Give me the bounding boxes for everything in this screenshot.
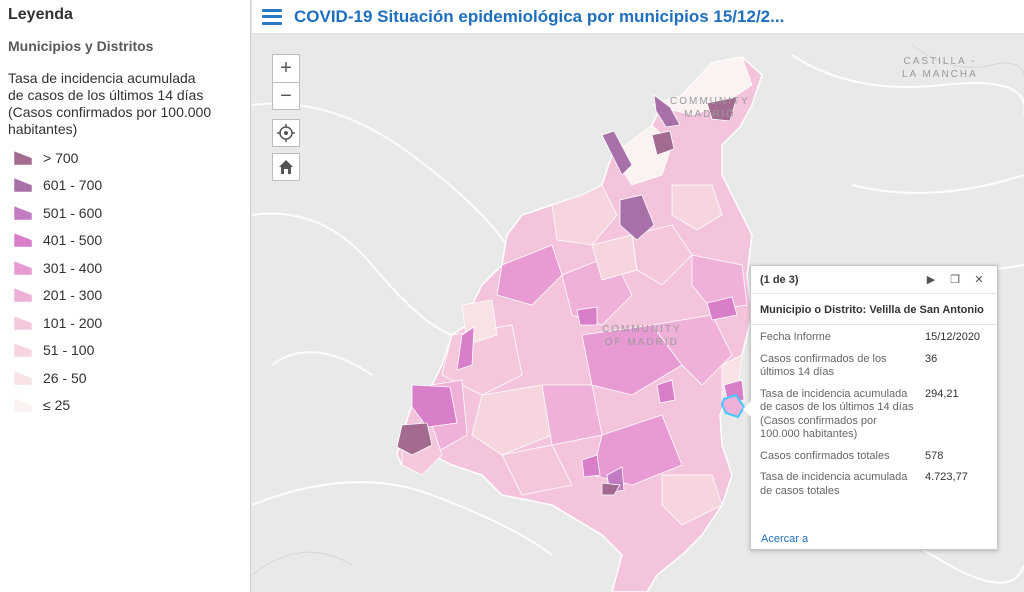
legend-item: 51 - 100 [8,337,242,365]
legend-swatch-icon [13,370,33,385]
popup-row-value: 36 [925,352,938,365]
legend-swatch-icon [13,177,33,193]
popup-row-key: Tasa de incidencia acumulada de casos to… [760,471,908,497]
legend-item: 401 - 500 [8,227,242,255]
legend-item-label: 401 - 500 [43,232,103,249]
legend-title: Leyenda [8,6,73,23]
legend-panel: Leyenda Municipios y Distritos Tasa de i… [0,0,251,592]
legend-item-label: 51 - 100 [43,342,95,359]
legend-swatch-icon [13,205,33,220]
popup-row: Tasa de incidencia acumulada de casos de… [760,388,990,450]
app-header: COVID-19 Situación epidemiológica por mu… [252,0,1024,34]
zoom-to-link[interactable]: Acercar a [761,533,809,545]
popup-row-key: Casos confirmados totales [760,449,890,462]
legend-swatch-icon [13,232,33,248]
popup-row-value: 4.723,77 [925,471,968,483]
zoom-out-button[interactable]: − [272,82,300,110]
home-button[interactable] [272,153,300,181]
popup-row-key: Casos confirmados de los últimos 14 días [760,352,887,379]
close-icon[interactable]: ✕ [974,274,984,286]
legend-item: 101 - 200 [8,309,242,337]
legend-item-label: 601 - 700 [43,177,103,194]
locate-button[interactable] [272,119,300,147]
dock-icon[interactable]: ❐ [950,274,960,286]
popup-counter: (1 de 3) [760,273,799,286]
popup-row: Fecha Informe 15/12/2020 [760,331,990,353]
popup-row-key: Tasa de incidencia acumulada de casos de… [760,387,914,441]
locate-icon [277,124,295,142]
legend-item: 26 - 50 [8,364,242,392]
legend-item-label: 26 - 50 [43,369,87,386]
popup-row-key: Fecha Informe [760,331,831,343]
legend-swatch-icon [13,260,33,275]
legend-item: ≤ 25 [8,392,242,420]
legend-item: > 700 [8,144,242,172]
legend-item-label: 301 - 400 [43,259,103,276]
label-castilla: CASTILLA - LA MANCHA [902,56,978,80]
legend-item: 501 - 600 [8,199,242,227]
legend-field-label: Tasa de incidencia acumulada de casos de… [8,70,212,137]
popup-heading: Municipio o Distrito: Velilla de San Ant… [751,294,997,325]
legend-swatch-icon [13,287,33,303]
popup-row-value: 578 [925,449,944,462]
legend-swatch-icon [13,150,33,165]
legend-item-label: 501 - 600 [43,204,103,221]
legend-item-label: > 700 [43,149,79,166]
popup-row: Casos confirmados totales 578 [760,450,990,472]
legend-item: 601 - 700 [8,172,242,200]
feature-popup: (1 de 3) ▶ ❐ ✕ Municipio o Distrito: Vel… [743,265,998,550]
legend-classes: > 700 601 - 700 501 - 600 401 - 500 301 - 40… [8,144,242,419]
next-icon[interactable]: ▶ [926,274,936,286]
legend-item-label: 201 - 300 [43,287,103,304]
legend-item: 301 - 400 [8,254,242,282]
legend-item: 201 - 300 [8,282,242,310]
map-view[interactable]: CASTILLA - LA MANCHA COMMUNITY OF MADRID… [252,35,1024,592]
popup-row-value: 15/12/2020 [925,331,981,343]
legend-item-label: 101 - 200 [43,314,103,331]
label-community-partial: COMMUNITY MADRID [670,96,750,120]
legend-item-label: ≤ 25 [43,397,71,414]
popup-row: Casos confirmados de los últimos 14 días… [760,353,990,388]
selected-municipality [720,393,746,419]
label-community-of-madrid: COMMUNITY OF MADRID [602,324,682,348]
menu-icon[interactable] [262,8,282,25]
legend-layer-name: Municipios y Distritos [8,38,154,54]
popup-attributes: Fecha Informe 15/12/2020 Casos confirmados… [760,331,990,506]
popup-row: Tasa de incidencia acumulada de casos to… [760,471,990,506]
popup-pointer [743,401,751,417]
legend-swatch-icon [13,315,33,330]
legend-swatch-icon [13,342,33,358]
home-icon [279,160,293,174]
page-title: COVID-19 Situación epidemiológica por mu… [294,6,785,26]
popup-toolbar: (1 de 3) ▶ ❐ ✕ [751,266,997,294]
zoom-in-button[interactable]: + [272,54,300,82]
basemap [252,44,1024,592]
legend-swatch-icon [13,397,33,413]
popup-row-value: 294,21 [925,387,959,400]
